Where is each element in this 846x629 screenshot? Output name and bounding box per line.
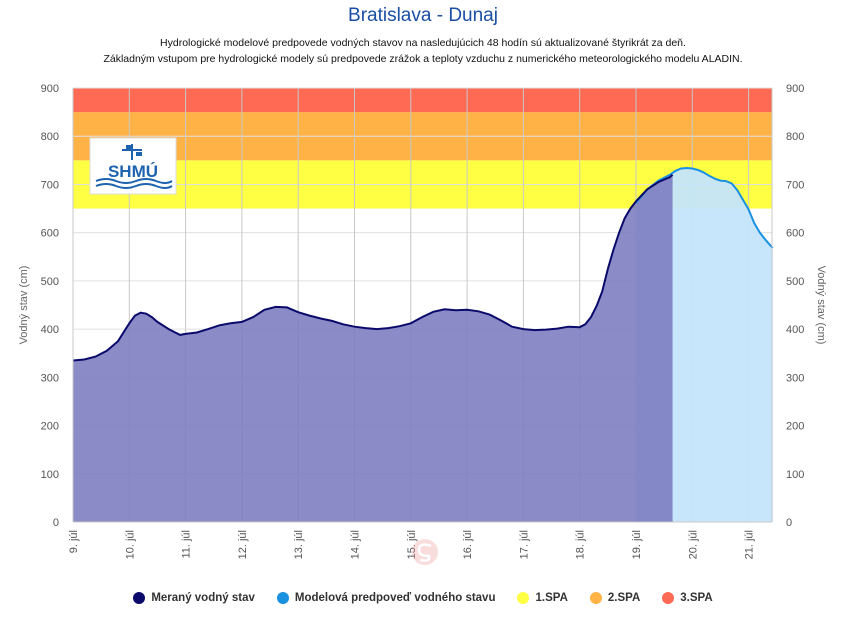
x-tick-label: 12. júl: [237, 530, 249, 559]
x-tick-label: 18. júl: [575, 530, 587, 559]
y-tick-label-right: 0: [786, 517, 792, 529]
legend-spa3-label: 3.SPA: [680, 592, 713, 604]
legend-item-spa1[interactable]: 1.SPA: [517, 592, 568, 604]
legend-spa3-marker: [662, 592, 675, 604]
chart-legend: Meraný vodný stav Modelová predpoveď vod…: [0, 592, 846, 604]
y-tick-label-right: 900: [786, 83, 804, 95]
chart-title: Bratislava - Dunaj: [348, 5, 498, 26]
y-tick-label-right: 400: [786, 324, 804, 336]
y-tick-label-left: 900: [41, 83, 59, 95]
y-tick-label-left: 400: [41, 324, 59, 336]
threshold-band-3spa: [73, 88, 772, 113]
legend-spa2-marker: [589, 592, 602, 604]
measured-series-line: [72, 174, 674, 362]
legend-item-spa3[interactable]: 3.SPA: [662, 592, 713, 604]
legend-spa2-label: 2.SPA: [607, 592, 641, 604]
y-tick-label-right: 100: [786, 469, 804, 481]
shmu-logo: SHMÚ: [89, 137, 177, 195]
legend-measured-marker: [133, 592, 146, 604]
legend-item-measured[interactable]: Meraný vodný stav: [133, 592, 255, 604]
y-tick-label-left: 200: [41, 421, 59, 433]
x-tick-label: 9. júl: [68, 530, 80, 553]
legend-measured-label: Meraný vodný stav: [151, 592, 255, 604]
chart-subtitle-line-2: Základným vstupom pre hydrologické model…: [103, 53, 743, 65]
measured-area: [73, 174, 673, 523]
y-tick-label-right: 700: [786, 179, 804, 191]
y-tick-label-left: 800: [41, 131, 59, 143]
x-tick-label: 20. júl: [687, 530, 699, 559]
x-tick-label: 17. júl: [518, 530, 530, 559]
y-tick-label-right: 800: [786, 131, 804, 143]
chart-axes: [72, 88, 773, 523]
y-tick-label-right: 300: [786, 372, 804, 384]
legend-spa1-marker: [517, 592, 530, 604]
x-tick-label: 10. júl: [124, 530, 136, 559]
y-tick-label-left: 600: [41, 228, 59, 240]
y-tick-label-right: 200: [786, 421, 804, 433]
y-axis-title-right: Vodný stav (cm): [815, 266, 827, 345]
y-axis-labels: 0 0 100 100 200 200 300 300 400 400 500 500 600 600 70…: [41, 83, 805, 529]
legend-forecast-marker: [276, 592, 289, 604]
svg-text:SHMÚ: SHMÚ: [108, 162, 158, 181]
y-tick-label-right: 600: [786, 228, 804, 240]
y-tick-label-left: 300: [41, 372, 59, 384]
x-tick-label: 14. júl: [350, 530, 362, 559]
y-tick-label-left: 700: [41, 179, 59, 191]
x-tick-label: 11. júl: [181, 530, 193, 559]
legend-item-forecast[interactable]: Modelová predpoveď vodného stavu: [276, 592, 496, 604]
y-tick-label-left: 100: [41, 469, 59, 481]
x-tick-label: 13. júl: [293, 530, 305, 559]
x-axis-labels: 9. júl 10. júl 11. júl 12. júl 13. júl 14. jú…: [68, 530, 756, 559]
y-tick-label-left: 500: [41, 276, 59, 288]
y-axis-title-left: Vodný stav (cm): [18, 266, 30, 345]
chart-subtitle-line-1: Hydrologické modelové predpovede vodných…: [160, 37, 686, 49]
x-tick-label: 15. júl: [406, 530, 418, 559]
legend-spa1-label: 1.SPA: [535, 592, 568, 604]
forecast-series-line: [635, 166, 774, 249]
legend-forecast-label: Modelová predpoveď vodného stavu: [294, 592, 496, 604]
watermark-icon: [412, 539, 438, 565]
x-tick-label: 19. júl: [631, 530, 643, 559]
x-tick-label: 16. júl: [462, 530, 474, 559]
x-tick-label: 21. júl: [744, 530, 756, 559]
chart-series-areas: [72, 166, 774, 523]
legend-item-spa2[interactable]: 2.SPA: [589, 592, 641, 604]
y-tick-label-right: 500: [786, 276, 804, 288]
y-tick-label-left: 0: [53, 517, 59, 529]
